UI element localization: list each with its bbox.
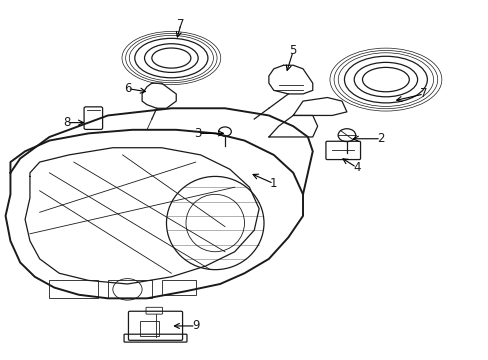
Text: 8: 8 bbox=[62, 116, 70, 129]
Text: 7: 7 bbox=[419, 87, 427, 100]
Text: 4: 4 bbox=[352, 161, 360, 174]
Text: 7: 7 bbox=[177, 18, 184, 31]
Text: 2: 2 bbox=[377, 132, 384, 145]
Text: 6: 6 bbox=[123, 82, 131, 95]
Text: 3: 3 bbox=[194, 127, 202, 140]
Text: 1: 1 bbox=[269, 177, 277, 190]
Text: 5: 5 bbox=[289, 44, 296, 57]
Text: 9: 9 bbox=[192, 319, 199, 332]
